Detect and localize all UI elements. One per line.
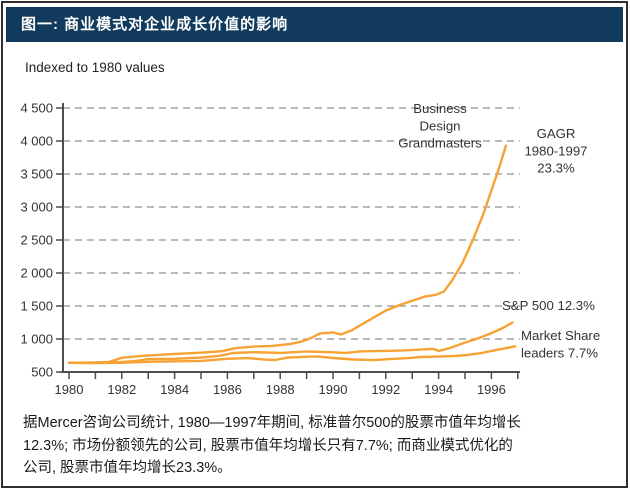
annotation-market-share: leaders 7.7% [521, 345, 598, 360]
footnote-text: 据Mercer咨询公司统计, 1980—1997年期间, 标准普尔500的股票市… [23, 412, 619, 480]
y-tick-label: 1 500 [20, 299, 53, 314]
figure-title-bar: 图一: 商业模式对企业成长价值的影响 [6, 7, 623, 42]
footnote-line: 12.3%; 市场份额领先的公司, 股票市值年均增长只有7.7%; 而商业模式优… [23, 437, 513, 454]
y-tick-label: 4 500 [20, 101, 53, 116]
footnote-line: 据Mercer咨询公司统计, 1980—1997年期间, 标准普尔500的股票市… [23, 415, 521, 431]
y-tick-label: 3 500 [20, 167, 53, 182]
series-line [67, 321, 514, 365]
y-tick-label: 1 000 [20, 332, 53, 347]
y-tick-label: 4 000 [20, 134, 53, 149]
annotation-business-design: Business [413, 101, 467, 116]
figure-title: 图一: 商业模式对企业成长价值的影响 [21, 16, 289, 33]
x-tick-label: 1990 [319, 382, 348, 397]
growth-index-line-chart: 500 1 000 1 500 2 000 2 500 3 000 3 500 4 000 4 … [20, 101, 600, 398]
annotation-cagr: GAGR [537, 126, 576, 141]
x-tick-label: 1996 [477, 382, 506, 397]
x-tick-label: 1980 [55, 382, 84, 397]
annotation-business-design: Grandmasters [398, 136, 482, 151]
x-tick-label: 1994 [424, 382, 453, 397]
footnote-line: 公司, 股票市值年均增长23.3%。 [23, 460, 232, 476]
annotations: Business Design Grandmasters GAGR 1980-1997 2… [398, 101, 600, 360]
x-tick-label: 1986 [213, 382, 242, 397]
y-tick-label: 3 000 [20, 200, 53, 215]
gridlines [63, 107, 520, 340]
y-tick-label: 500 [31, 365, 53, 380]
x-tick-label: 1988 [266, 382, 295, 397]
series-line [67, 345, 517, 365]
series-line [67, 144, 508, 364]
x-tick-label: 1984 [160, 382, 189, 397]
annotation-sp500: S&P 500 12.3% [502, 298, 595, 313]
x-tick-label: 1992 [371, 382, 400, 397]
y-axis-labels: 500 1 000 1 500 2 000 2 500 3 000 3 500 4 000 4 … [20, 101, 53, 380]
y-tick-label: 2 000 [20, 266, 53, 281]
y-tick-label: 2 500 [20, 233, 53, 248]
annotation-cagr: 23.3% [537, 161, 575, 176]
annotation-business-design: Design [419, 118, 460, 133]
chart-subtitle: Indexed to 1980 values [25, 60, 165, 75]
annotation-cagr: 1980-1997 [524, 143, 587, 158]
annotation-market-share: Market Share [521, 328, 600, 343]
x-axis-labels: 1980 1982 1984 1986 1988 1990 1992 1994 1996 [55, 382, 506, 397]
x-tick-label: 1982 [107, 382, 136, 397]
axes [56, 103, 520, 379]
